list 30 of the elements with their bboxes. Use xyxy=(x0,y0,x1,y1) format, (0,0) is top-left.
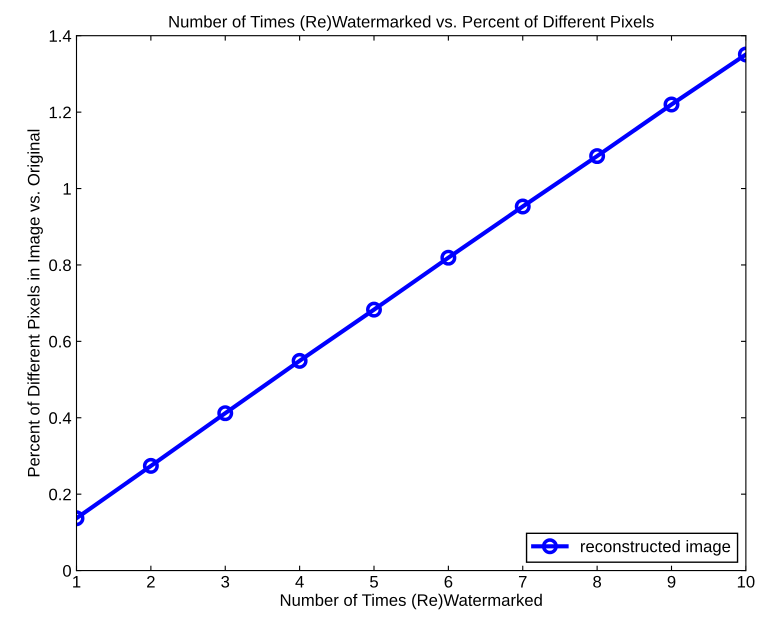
point xyxy=(217,405,234,422)
chart-title: Number of Times (Re)Watermarked vs. Percent of Different Pixels xyxy=(169,15,654,31)
x-tick-label: 7 xyxy=(518,576,527,588)
y-tick-label: 0.8 xyxy=(49,259,71,272)
y-axis-title: Percent of Different Pixels in Image vs. Original xyxy=(27,130,43,476)
y-tick-label: 1.2 xyxy=(50,106,71,118)
point xyxy=(142,458,159,474)
x-tick-label: 10 xyxy=(738,576,754,588)
x-tick-label: 2 xyxy=(147,576,155,588)
x-tick-label: 8 xyxy=(593,576,602,588)
x-tick-label: 1 xyxy=(73,576,80,588)
x-tick-label: 5 xyxy=(370,576,378,588)
point xyxy=(366,302,382,318)
point xyxy=(292,352,308,369)
point xyxy=(440,250,456,266)
point xyxy=(589,148,606,164)
y-tick-label: 0.4 xyxy=(49,412,72,424)
legend-label: reconstructed image xyxy=(580,540,730,556)
x-tick-label: 6 xyxy=(444,576,452,588)
y-tick-label: 1.4 xyxy=(50,30,72,42)
x-tick-label: 3 xyxy=(221,576,230,588)
y-tick-label: 0 xyxy=(63,564,71,577)
x-tick-label: 4 xyxy=(295,576,304,588)
y-tick-label: 0.2 xyxy=(49,488,71,500)
y-tick-label: 1 xyxy=(64,183,71,195)
x-tick-label: 9 xyxy=(668,576,676,588)
y-tick-label: 0.6 xyxy=(49,336,71,348)
x-axis-title: Number of Times (Re)Watermarked xyxy=(280,594,542,610)
point xyxy=(664,96,680,112)
point xyxy=(514,198,531,214)
